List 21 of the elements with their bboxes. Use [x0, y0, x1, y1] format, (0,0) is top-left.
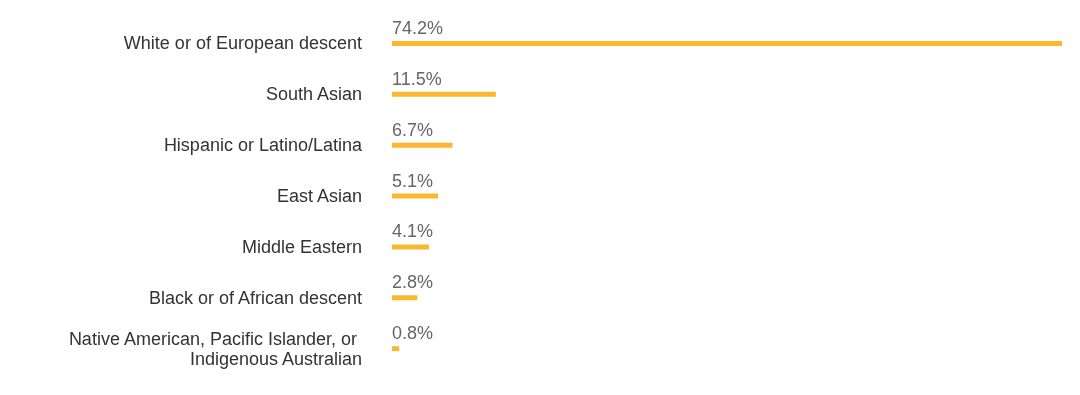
y-tick-label: Native American, Pacific Islander, or Indigenous Australian [68, 328, 362, 369]
data-label: 74.2% [392, 17, 444, 38]
bar [392, 40, 1062, 46]
bar [392, 244, 430, 250]
bar [392, 193, 439, 199]
y-tick-label: Middle Eastern [241, 236, 362, 257]
y-tick-label: East Asian [276, 186, 362, 207]
y-tick-label: Black or of African descent [148, 287, 362, 308]
y-tick-label: Hispanic or Latino/Latina [163, 135, 363, 156]
data-label: 6.7% [392, 119, 434, 140]
data-label: 4.1% [392, 221, 434, 242]
data-label: 11.5% [392, 68, 442, 89]
data-label: 2.8% [392, 272, 434, 293]
y-tick-label: White or of European descent [123, 33, 362, 54]
data-label: 0.8% [392, 323, 434, 344]
bar [392, 91, 496, 97]
bar [392, 142, 453, 148]
bar [392, 295, 418, 301]
y-tick-label: South Asian [265, 84, 362, 105]
bar [392, 346, 400, 352]
data-label: 5.1% [392, 170, 434, 191]
